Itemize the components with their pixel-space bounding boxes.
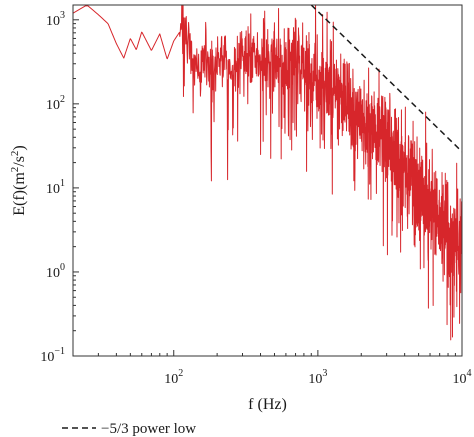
y-tick-label: 10−1 — [40, 346, 65, 365]
plot-frame — [72, 4, 463, 357]
y-label-sup1: 2 — [9, 167, 21, 173]
power-law-reference — [310, 5, 462, 153]
y-tick-label: 102 — [46, 94, 65, 113]
power-law-line — [310, 5, 462, 153]
x-tick-label: 104 — [453, 368, 472, 387]
y-tick-label: 103 — [46, 10, 65, 29]
y-label-end: ) — [11, 145, 28, 150]
spectrum-line — [73, 5, 462, 341]
legend-label: −5/3 power low — [101, 421, 196, 437]
x-tick-label: 102 — [164, 368, 183, 387]
y-tick-label: 101 — [46, 178, 65, 197]
x-axis-label: f (Hz) — [248, 396, 287, 413]
y-axis-label: E(f)(m2/s2) — [9, 145, 28, 216]
x-tick-label: 103 — [308, 368, 327, 387]
legend: −5/3 power low — [62, 421, 196, 437]
y-label-mid: /s — [11, 156, 28, 167]
spectrum-series — [73, 5, 462, 341]
y-tick-label: 100 — [46, 262, 65, 281]
x-axis-ticks: 102 103 104 — [72, 350, 472, 387]
y-axis-ticks: 10−1 100 101 102 103 — [40, 10, 79, 365]
y-label-sup2: 2 — [9, 151, 21, 157]
